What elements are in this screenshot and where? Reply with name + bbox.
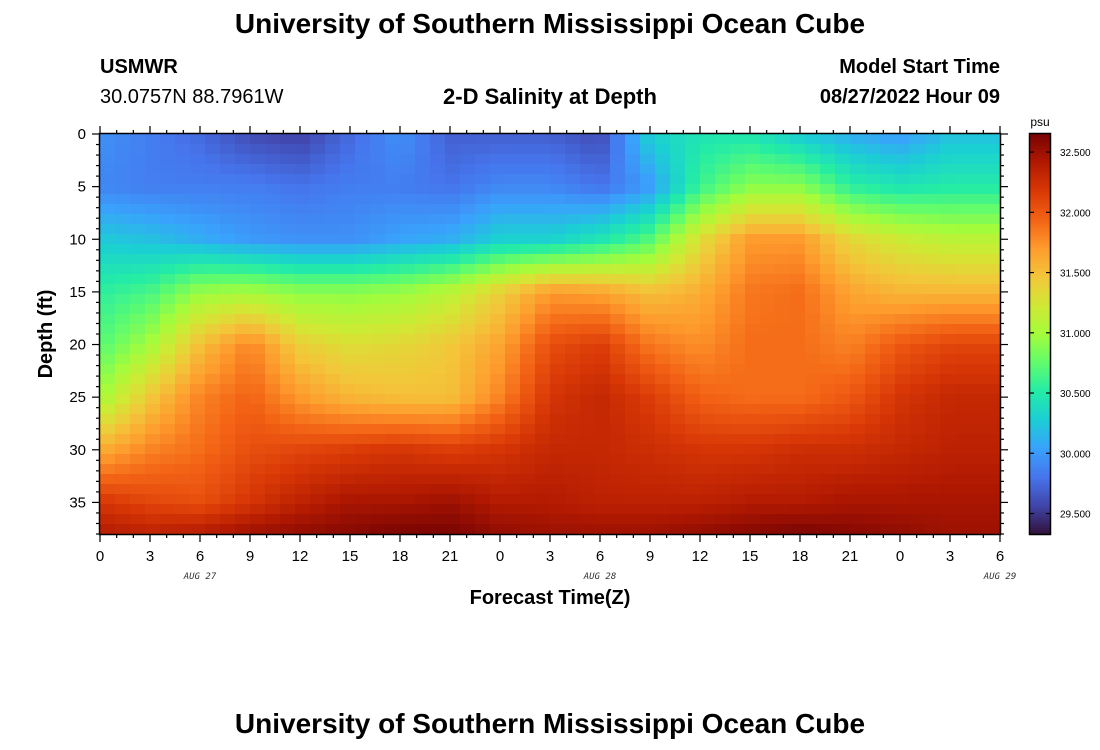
colorbar-tick-label: 32.500 (1060, 148, 1091, 159)
x-tick-label: 18 (392, 548, 409, 565)
y-tick-label: 30 (69, 442, 86, 459)
y-tick-label: 25 (69, 389, 86, 406)
colorbar-tick-label: 30.000 (1060, 449, 1091, 460)
salinity-heatmap (100, 134, 1000, 534)
station-name: USMWR (100, 56, 178, 78)
date-label: AUG 27 (183, 572, 217, 582)
x-axis-label: Forecast Time(Z) (470, 587, 631, 609)
x-tick-label: 0 (96, 548, 104, 565)
y-tick-label: 5 (78, 179, 86, 196)
x-tick-label: 0 (496, 548, 504, 565)
page-title: University of Southern Mississippi Ocean… (234, 8, 866, 39)
colorbar-tick-label: 32.000 (1060, 208, 1091, 219)
page-title-repeat: University of Southern Mississippi Ocean… (234, 708, 866, 739)
y-tick-label: 20 (69, 337, 86, 354)
x-tick-label: 6 (196, 548, 204, 565)
x-tick-label: 3 (946, 548, 954, 565)
y-tick-label: 35 (69, 494, 86, 511)
colorbar-tick-label: 31.000 (1060, 329, 1091, 340)
colorbar-tick-label: 31.500 (1060, 269, 1091, 280)
model-start-value: 08/27/2022 Hour 09 (819, 86, 1000, 108)
y-tick-label: 0 (78, 126, 86, 143)
x-tick-label: 15 (742, 548, 759, 565)
x-tick-label: 9 (646, 548, 654, 565)
date-label: AUG 28 (583, 572, 617, 582)
date-label: AUG 29 (983, 572, 1017, 582)
colorbar-unit: psu (1030, 115, 1049, 129)
plot-title: 2-D Salinity at Depth (443, 84, 657, 109)
x-tick-label: 0 (896, 548, 904, 565)
plot-frame (98, 132, 1002, 536)
x-tick-label: 3 (146, 548, 154, 565)
x-tick-label: 21 (442, 548, 459, 565)
colorbar-frame (1028, 132, 1052, 536)
x-tick-label: 12 (692, 548, 709, 565)
colorbar-gradient (1030, 134, 1050, 534)
y-tick-label: 15 (69, 284, 86, 301)
x-tick-label: 18 (792, 548, 809, 565)
colorbar-tick-label: 29.500 (1060, 510, 1091, 521)
y-axis-label: Depth (ft) (35, 290, 57, 379)
x-tick-label: 6 (596, 548, 604, 565)
x-tick-label: 6 (996, 548, 1004, 565)
station-coordinates: 30.0757N 88.7961W (100, 86, 284, 108)
x-tick-label: 21 (842, 548, 859, 565)
colorbar-tick-label: 30.500 (1060, 389, 1091, 400)
x-tick-label: 3 (546, 548, 554, 565)
x-tick-label: 12 (292, 548, 309, 565)
x-tick-label: 15 (342, 548, 359, 565)
y-tick-label: 10 (69, 231, 86, 248)
model-start-label: Model Start Time (839, 56, 1000, 78)
x-tick-label: 9 (246, 548, 254, 565)
